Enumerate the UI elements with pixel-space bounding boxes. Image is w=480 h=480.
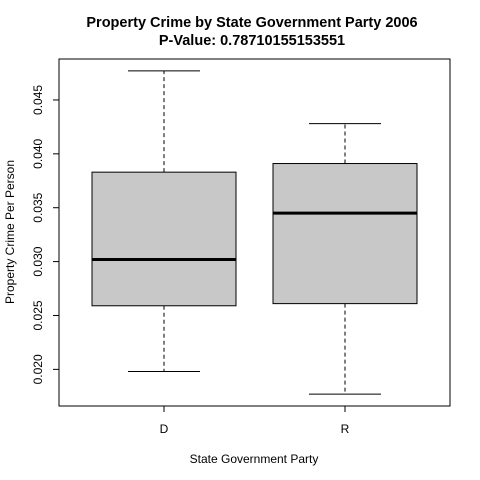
y-tick-label: 0.045 <box>31 85 45 115</box>
y-tick-label: 0.025 <box>31 300 45 330</box>
x-axis-label: State Government Party <box>190 452 319 466</box>
x-tick-label: R <box>341 422 350 436</box>
iqr-box <box>92 172 236 306</box>
y-tick-label: 0.040 <box>31 138 45 168</box>
y-tick-label: 0.035 <box>31 192 45 222</box>
chart-title: Property Crime by State Government Party… <box>86 15 417 31</box>
y-tick-label: 0.030 <box>31 246 45 276</box>
boxes-layer <box>92 71 417 394</box>
iqr-box <box>273 164 417 304</box>
box-R <box>273 124 417 394</box>
y-tick-label: 0.020 <box>31 354 45 384</box>
y-axis: 0.020 0.025 0.030 0.035 0.040 0.045 <box>31 85 59 385</box>
y-axis-label: Property Crime Per Person <box>3 160 17 304</box>
chart-subtitle: P-Value: 0.78710155153551 <box>159 33 345 49</box>
box-D <box>92 71 236 372</box>
x-tick-label: D <box>160 422 169 436</box>
